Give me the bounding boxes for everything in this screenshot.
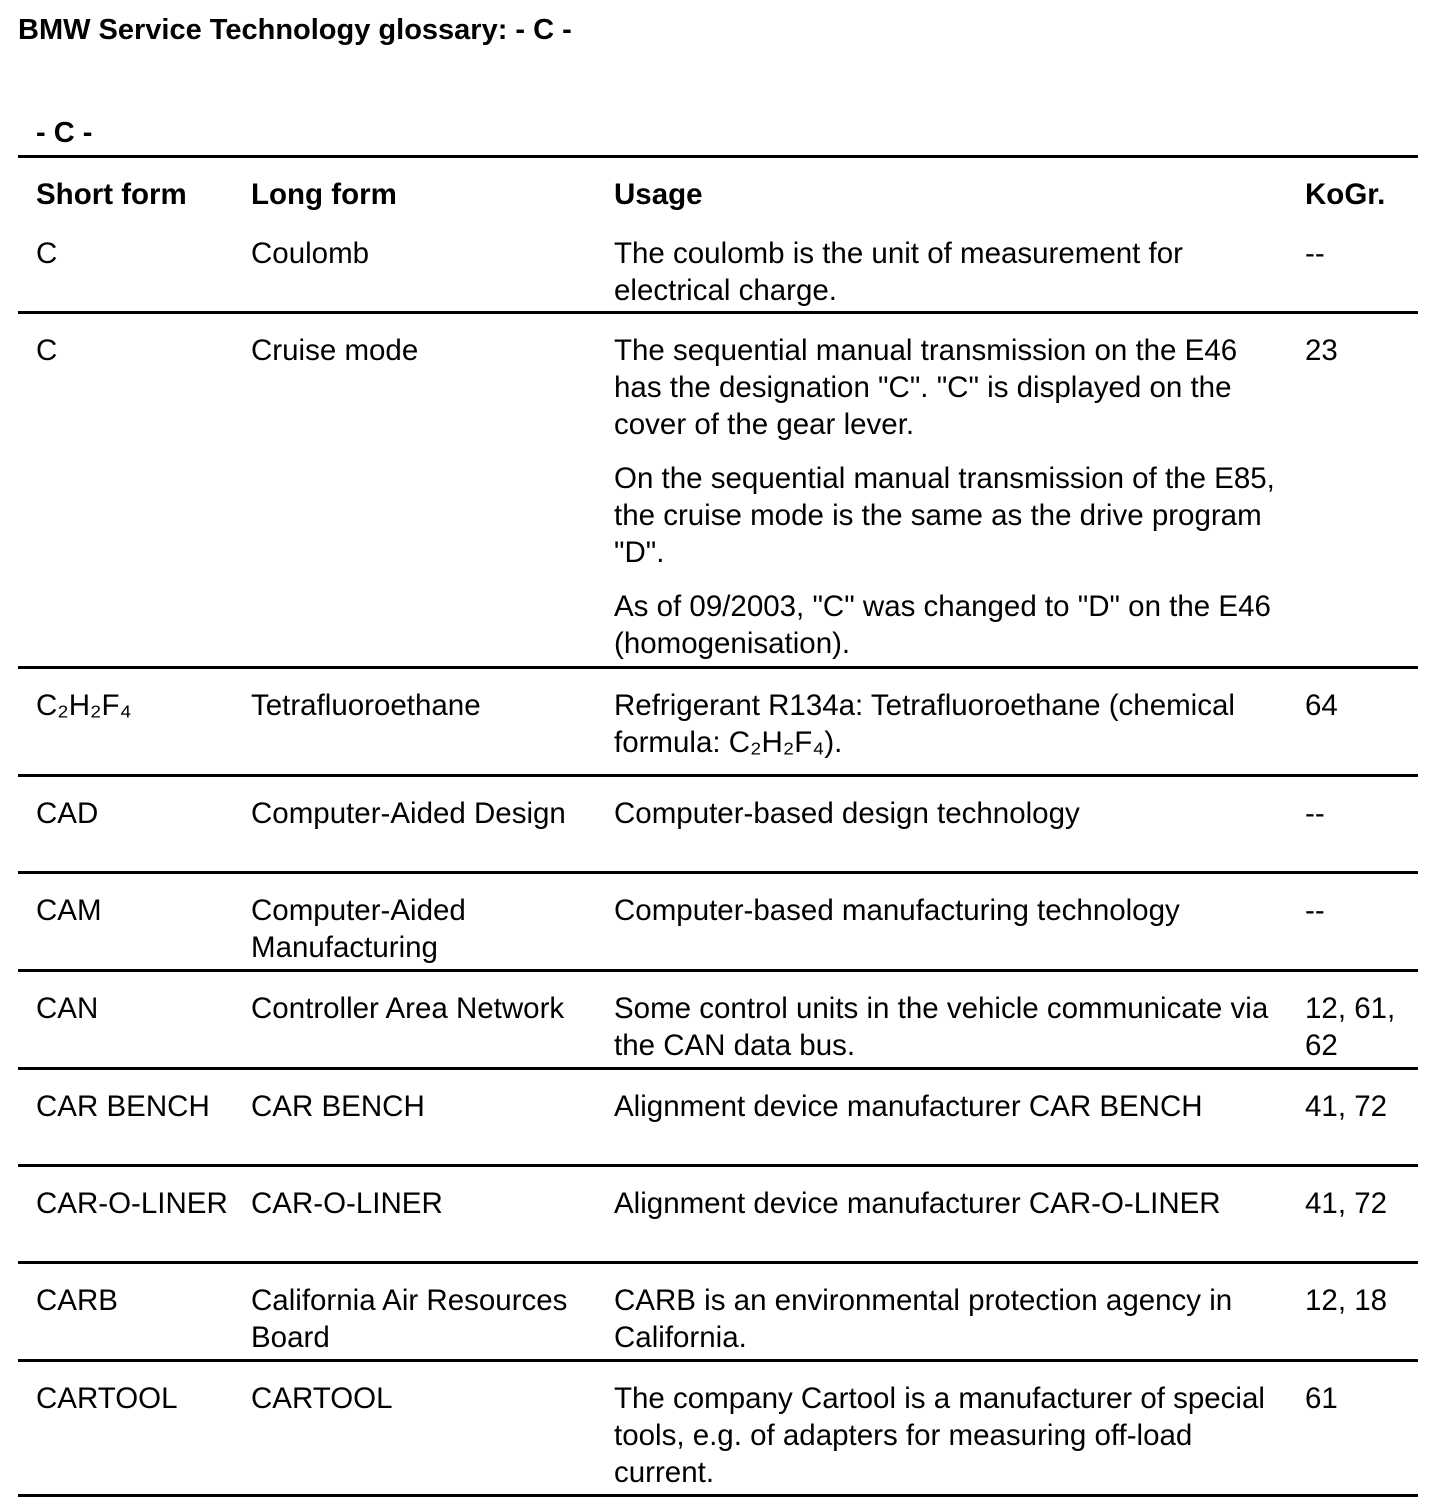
usage-paragraph: Alignment device manufacturer CAR-O-LINE…: [614, 1187, 1221, 1220]
long-form-cell: CAR BENCH: [251, 1090, 425, 1123]
header-short-form: Short form: [36, 178, 187, 211]
kogr-cell: --: [1305, 797, 1325, 830]
usage-paragraph: Alignment device manufacturer CAR BENCH: [614, 1090, 1203, 1123]
short-form-cell: CAD: [36, 797, 99, 830]
section-heading: - C -: [36, 117, 93, 149]
header-usage: Usage: [614, 178, 703, 211]
page-title: BMW Service Technology glossary: - C -: [18, 14, 572, 46]
usage-cell: The company Cartool is a manufacturer of…: [614, 1380, 1284, 1491]
usage-paragraph: The sequential manual transmission on th…: [614, 334, 1238, 441]
row-divider: [18, 1067, 1418, 1070]
usage-paragraph: The coulomb is the unit of measurement f…: [614, 237, 1183, 307]
usage-paragraph: As of 09/2003, "C" was changed to "D" on…: [614, 590, 1271, 660]
short-form-cell: C: [36, 237, 58, 270]
usage-cell: Alignment device manufacturer CAR BENCH: [614, 1088, 1284, 1125]
usage-paragraph: Some control units in the vehicle commun…: [614, 992, 1269, 1062]
short-form-cell: CAM: [36, 894, 102, 927]
long-form-cell: Tetrafluoroethane: [251, 689, 481, 722]
row-divider: [18, 871, 1418, 874]
usage-paragraph: Computer-based manufacturing technology: [614, 894, 1180, 927]
long-form-cell: Computer-Aided Design: [251, 797, 566, 830]
kogr-cell: --: [1305, 894, 1325, 927]
kogr-cell: 23: [1305, 334, 1338, 367]
short-form-cell: CAN: [36, 992, 99, 1025]
header-kogr: KoGr.: [1305, 178, 1386, 211]
long-form-cell: CAR-O-LINER: [251, 1187, 443, 1220]
short-form-cell: CAR-O-LINER: [36, 1187, 228, 1220]
long-form-cell: Coulomb: [251, 237, 370, 270]
long-form-cell: Cruise mode: [251, 334, 419, 367]
row-divider: [18, 666, 1418, 669]
short-form-cell: CARB: [36, 1284, 118, 1317]
kogr-cell: 41, 72: [1305, 1187, 1388, 1220]
table-top-rule: [18, 155, 1418, 158]
usage-cell: Some control units in the vehicle commun…: [614, 990, 1284, 1064]
row-divider: [18, 1494, 1418, 1497]
usage-paragraph: Refrigerant R134a: Tetrafluoroethane (ch…: [614, 689, 1235, 759]
long-form-cell: Computer-Aided Manufacturing: [251, 894, 466, 964]
usage-cell: The coulomb is the unit of measurement f…: [614, 235, 1284, 309]
usage-cell: Refrigerant R134a: Tetrafluoroethane (ch…: [614, 687, 1284, 761]
usage-cell: Computer-based design technology: [614, 795, 1284, 832]
short-form-cell: C₂H₂F₄: [36, 689, 132, 722]
row-divider: [18, 774, 1418, 777]
usage-cell: Alignment device manufacturer CAR-O-LINE…: [614, 1185, 1284, 1222]
short-form-cell: CAR BENCH: [36, 1090, 210, 1123]
row-divider: [18, 1164, 1418, 1167]
long-form-cell: Controller Area Network: [251, 992, 565, 1025]
usage-cell: Computer-based manufacturing technology: [614, 892, 1284, 929]
row-divider: [18, 969, 1418, 972]
row-divider: [18, 311, 1418, 314]
kogr-cell: 12, 61, 62: [1305, 992, 1396, 1062]
usage-paragraph: On the sequential manual transmission of…: [614, 462, 1275, 569]
usage-paragraph: The company Cartool is a manufacturer of…: [614, 1382, 1265, 1489]
usage-paragraph: CARB is an environmental protection agen…: [614, 1284, 1233, 1354]
kogr-cell: 61: [1305, 1382, 1338, 1415]
short-form-cell: C: [36, 334, 58, 367]
usage-paragraph: Computer-based design technology: [614, 797, 1080, 830]
row-divider: [18, 1359, 1418, 1362]
usage-cell: The sequential manual transmission on th…: [614, 332, 1284, 662]
row-divider: [18, 1261, 1418, 1264]
kogr-cell: 12, 18: [1305, 1284, 1388, 1317]
long-form-cell: California Air Resources Board: [251, 1284, 568, 1354]
short-form-cell: CARTOOL: [36, 1382, 178, 1415]
kogr-cell: --: [1305, 237, 1325, 270]
kogr-cell: 41, 72: [1305, 1090, 1388, 1123]
kogr-cell: 64: [1305, 689, 1338, 722]
header-long-form: Long form: [251, 178, 397, 211]
long-form-cell: CARTOOL: [251, 1382, 393, 1415]
usage-cell: CARB is an environmental protection agen…: [614, 1282, 1284, 1356]
